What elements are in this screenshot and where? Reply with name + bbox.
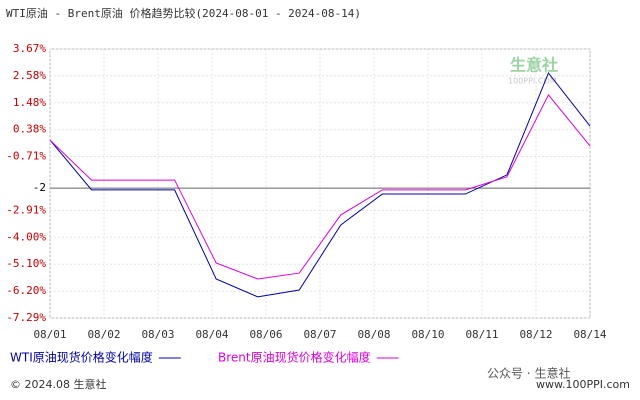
x-tick-label: 08/12 xyxy=(519,328,552,341)
x-tick-label: 08/10 xyxy=(411,328,444,341)
watermark-site: 100PPI.COM xyxy=(508,77,557,86)
x-tick-label: 08/04 xyxy=(195,328,228,341)
footer-right: www.100PPI.com xyxy=(536,378,630,391)
y-tick-label: -4.00% xyxy=(6,230,46,243)
y-tick-label: 3.67% xyxy=(13,42,46,55)
y-tick-label: 0.38% xyxy=(13,123,46,136)
y-tick-label: 2.58% xyxy=(13,69,46,82)
chart-title: WTI原油 - Brent原油 价格趋势比较(2024-08-01 - 2024… xyxy=(6,6,361,20)
y-tick-label: -6.20% xyxy=(6,284,46,297)
y-tick-label: -7.29% xyxy=(6,311,46,324)
legend-label: Brent原油现货价格变化幅度 xyxy=(218,350,371,365)
x-tick-label: 08/07 xyxy=(303,328,336,341)
y-tick-label: 1.48% xyxy=(13,96,46,109)
y-tick-label: -0.71% xyxy=(6,150,46,163)
x-tick-label: 08/02 xyxy=(87,328,120,341)
plot-area: 3.67% 2.58% 1.48% 0.38% -0.71% -2 -2.91% -4.00%… xyxy=(6,42,607,365)
x-tick-label: 08/03 xyxy=(141,328,174,341)
y-tick-label: -5.10% xyxy=(6,257,46,270)
x-tick-label: 08/11 xyxy=(465,328,498,341)
x-tick-label: 08/06 xyxy=(249,328,282,341)
footer-left: © 2024.08 生意社 xyxy=(10,377,106,391)
x-tick-label: 08/08 xyxy=(357,328,390,341)
y-tick-label: -2.91% xyxy=(6,203,46,216)
x-tick-label: 08/14 xyxy=(573,328,606,341)
watermark-logo: 生意社 xyxy=(510,56,558,75)
legend-label: WTI原油现货价格变化幅度 xyxy=(10,350,153,365)
x-tick-label: 08/01 xyxy=(33,328,66,341)
series-line xyxy=(49,72,591,298)
y-tick-label: -2 xyxy=(33,181,46,194)
footer-wechat: 公众号 · 生意社 xyxy=(487,366,570,381)
series-line xyxy=(49,93,591,280)
